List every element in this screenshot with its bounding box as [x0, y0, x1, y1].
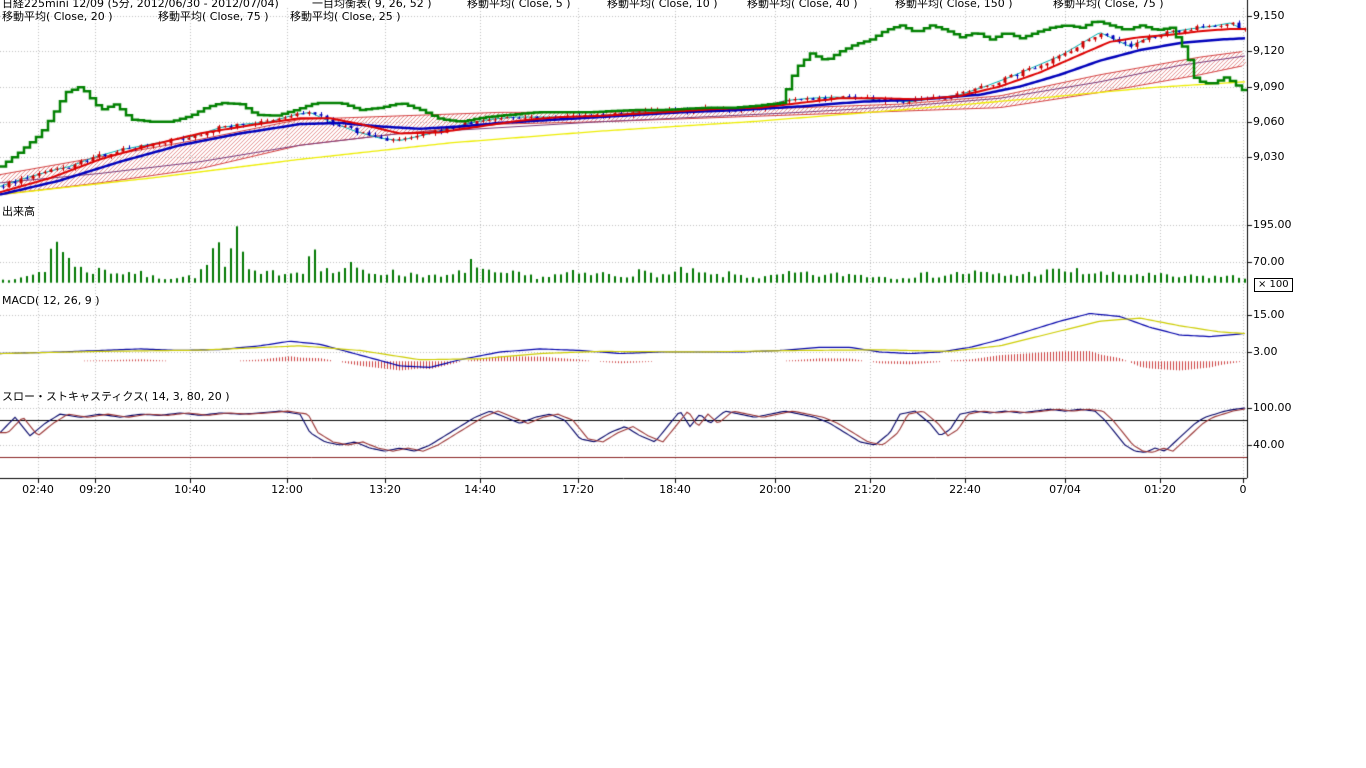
macd-pane-label: MACD( 12, 26, 9 ) — [2, 294, 100, 307]
time-axis-tick-label: 20:00 — [759, 484, 791, 496]
time-axis-tick-label: 14:40 — [464, 484, 496, 496]
chart-legend-row-2: 移動平均( Close, 20 ) 移動平均( Close, 75 ) 移動平均… — [0, 11, 1366, 24]
price-axis-tick-label: 9,090 — [1253, 81, 1285, 93]
macd-axis-tick-label: 3.00 — [1253, 346, 1278, 358]
stoch-axis-tick-label: 100.00 — [1253, 402, 1292, 414]
time-axis-tick-label: 02:40 — [22, 484, 54, 496]
legend-ma-40: 移動平均( Close, 40 ) — [747, 0, 858, 10]
time-axis-tick-label: 01:20 — [1144, 484, 1176, 496]
instrument-title: 日経225mini 12/09 (5分, 2012/06/30 - 2012/0… — [2, 0, 279, 10]
stochastics-pane-label: スロー・ストキャスティクス( 14, 3, 80, 20 ) — [2, 388, 230, 404]
volume-pane-label: 出来高 — [2, 203, 35, 219]
volume-axis-tick-label: 70.00 — [1253, 256, 1285, 268]
chart-plot-area[interactable] — [0, 0, 1366, 520]
time-axis-tick-label: 21:20 — [854, 484, 886, 496]
time-axis-tick-label: 12:00 — [271, 484, 303, 496]
price-axis-tick-label: 9,120 — [1253, 45, 1285, 57]
time-axis-tick-label: 18:40 — [659, 484, 691, 496]
time-axis-tick-label: 17:20 — [562, 484, 594, 496]
price-axis-tick-label: 9,030 — [1253, 151, 1285, 163]
legend-ma-75: 移動平均( Close, 75 ) — [1053, 0, 1164, 10]
time-axis-tick-label: 07/04 — [1049, 484, 1081, 496]
time-axis-tick-label: 22:40 — [949, 484, 981, 496]
legend-ma-75b: 移動平均( Close, 75 ) — [158, 11, 269, 23]
legend-ma-10: 移動平均( Close, 10 ) — [607, 0, 718, 10]
legend-ma-150: 移動平均( Close, 150 ) — [895, 0, 1013, 10]
volume-multiplier-badge: × 100 — [1254, 278, 1293, 292]
legend-ma-5: 移動平均( Close, 5 ) — [467, 0, 571, 10]
legend-ichimoku: 一目均衡表( 9, 26, 52 ) — [312, 0, 432, 10]
time-axis-tick-label: 10:40 — [174, 484, 206, 496]
legend-ma-25: 移動平均( Close, 25 ) — [290, 11, 401, 23]
time-axis-tick-label: 0 — [1240, 484, 1247, 496]
trading-chart-window: 日経225mini 12/09 (5分, 2012/06/30 - 2012/0… — [0, 0, 1366, 768]
macd-axis-tick-label: 15.00 — [1253, 309, 1285, 321]
stoch-axis-tick-label: 40.00 — [1253, 439, 1285, 451]
time-axis-tick-label: 13:20 — [369, 484, 401, 496]
legend-ma-20: 移動平均( Close, 20 ) — [2, 11, 113, 23]
time-axis-tick-label: 09:20 — [79, 484, 111, 496]
volume-axis-tick-label: 195.00 — [1253, 219, 1292, 231]
price-axis-tick-label: 9,060 — [1253, 116, 1285, 128]
